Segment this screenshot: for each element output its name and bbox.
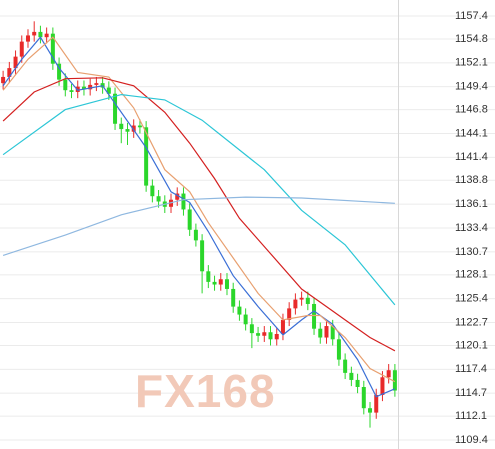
candle-body: [125, 129, 130, 132]
candle-body: [343, 359, 348, 373]
candle-body: [305, 297, 310, 304]
y-tick-label: 1138.8: [455, 174, 488, 186]
candle-body: [392, 370, 397, 391]
candle-body: [7, 68, 12, 77]
candle-body: [349, 372, 354, 380]
candle-body: [13, 56, 18, 69]
candle-body: [274, 334, 279, 340]
watermark: FX168: [135, 365, 276, 417]
candle-body: [94, 83, 99, 85]
moving-average-line: [2, 36, 396, 398]
candle-body: [312, 303, 317, 329]
y-tick-label: 1120.1: [455, 339, 488, 351]
candle-body: [299, 297, 304, 300]
candle-body: [193, 229, 198, 241]
candle-body: [81, 86, 86, 90]
y-tick-label: 1146.8: [455, 104, 488, 116]
y-tick-label: 1152.1: [455, 57, 488, 69]
candle-body: [32, 31, 37, 36]
candle-body: [374, 394, 379, 413]
candle-body: [330, 326, 335, 340]
candle-body: [336, 339, 341, 360]
y-tick-label: 1130.7: [455, 246, 488, 258]
y-tick-label: 1136.1: [455, 198, 488, 210]
candle-body: [119, 123, 124, 130]
moving-average-line: [2, 196, 395, 256]
candle-body: [50, 33, 55, 64]
y-tick-label: 1128.1: [455, 269, 488, 281]
candle-body: [150, 185, 155, 197]
candle-body: [243, 314, 248, 325]
candle-body: [318, 328, 323, 338]
candle-body: [144, 127, 149, 186]
candle-body: [287, 308, 292, 320]
candle-body: [200, 240, 205, 272]
candle-body: [361, 387, 366, 409]
candle-body: [386, 370, 391, 378]
candle-body: [268, 332, 273, 340]
candle-body: [224, 279, 229, 289]
candle-body: [19, 41, 24, 57]
y-tick-label: 1144.1: [455, 127, 488, 139]
y-tick-label: 1122.7: [455, 316, 488, 328]
candle-body: [137, 125, 142, 128]
candle-body: [38, 31, 43, 38]
candle-body: [25, 35, 30, 42]
candle-body: [212, 281, 217, 285]
moving-average-line: [2, 93, 396, 306]
candle-body: [63, 79, 68, 91]
candle-body: [156, 196, 161, 202]
candle-body: [280, 319, 285, 334]
y-tick-label: 1112.1: [455, 410, 487, 422]
candle-body: [368, 408, 373, 413]
candle-body: [131, 125, 136, 132]
y-tick-label: 1133.4: [455, 222, 488, 234]
y-tick-label: 1114.7: [455, 387, 487, 399]
candle-body: [231, 288, 236, 307]
candle-body: [88, 84, 93, 90]
candle-body: [106, 87, 111, 94]
candle-body: [113, 93, 118, 124]
candle-body: [206, 271, 211, 282]
candle-body: [249, 324, 254, 334]
candle-body: [355, 379, 360, 387]
y-tick-label: 1125.4: [455, 293, 488, 305]
y-tick-label: 1141.4: [455, 151, 488, 163]
candle-body: [57, 63, 62, 80]
candle-body: [237, 306, 242, 315]
candle-body: [293, 299, 298, 309]
y-tick-label: 1157.4: [455, 10, 488, 22]
moving-average-line: [2, 77, 396, 352]
candle-body: [324, 326, 329, 338]
y-tick-label: 1109.4: [455, 434, 488, 446]
candle-body: [262, 332, 267, 336]
candle-body: [380, 377, 385, 395]
candle-body: [175, 193, 180, 200]
moving-average-line: [2, 36, 396, 383]
y-tick-label: 1154.8: [455, 33, 488, 45]
candle-body: [69, 90, 74, 92]
candle-body: [44, 33, 49, 38]
candle-body: [187, 209, 192, 230]
y-tick-label: 1149.4: [455, 81, 488, 93]
y-tick-label: 1117.4: [455, 363, 487, 375]
candle-body: [256, 333, 261, 336]
candle-body: [218, 279, 223, 285]
candle-body: [1, 76, 6, 84]
candle-body: [181, 193, 186, 210]
